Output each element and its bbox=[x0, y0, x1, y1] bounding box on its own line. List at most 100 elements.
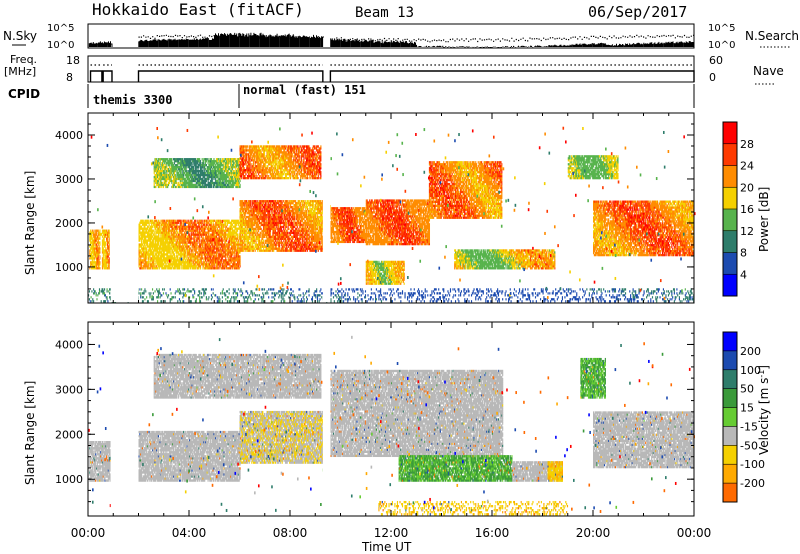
power-cell bbox=[199, 235, 201, 238]
power-cell bbox=[285, 225, 287, 229]
power-cell bbox=[163, 253, 165, 256]
power-cell bbox=[204, 243, 207, 246]
power-cell bbox=[158, 249, 160, 252]
power-cell bbox=[167, 223, 169, 226]
power-cell bbox=[146, 263, 149, 266]
power-cell bbox=[253, 235, 255, 238]
power-cell bbox=[173, 221, 175, 224]
power-cell bbox=[166, 233, 168, 236]
power-cell bbox=[191, 255, 193, 258]
power-cell bbox=[96, 237, 98, 240]
power-cell bbox=[155, 265, 157, 268]
power-cell bbox=[185, 227, 187, 230]
power-cell bbox=[189, 227, 191, 230]
power-cell bbox=[194, 255, 196, 258]
power-cell bbox=[199, 261, 201, 264]
power-cell bbox=[183, 241, 186, 244]
power-cell bbox=[190, 241, 192, 244]
power-cell bbox=[301, 202, 303, 205]
power-cell bbox=[257, 231, 259, 235]
power-cell bbox=[194, 219, 197, 222]
power-cell bbox=[217, 267, 219, 270]
power-cell bbox=[177, 239, 179, 242]
power-cell bbox=[90, 231, 93, 234]
power-cell bbox=[160, 237, 162, 240]
power-cell bbox=[306, 243, 308, 246]
power-cell bbox=[170, 241, 172, 244]
power-cell bbox=[193, 257, 195, 260]
power-cell bbox=[204, 241, 207, 244]
power-cell bbox=[155, 249, 157, 252]
power-cell bbox=[276, 208, 278, 211]
cpid-mode-2: normal (fast) 151 bbox=[243, 83, 366, 97]
power-cell bbox=[210, 255, 213, 258]
power-cell bbox=[206, 227, 208, 230]
power-cell bbox=[183, 243, 186, 246]
power-cell bbox=[99, 251, 101, 254]
power-cell bbox=[265, 215, 267, 219]
power-cell bbox=[161, 255, 163, 258]
power-cell bbox=[204, 251, 206, 254]
power-cell bbox=[207, 225, 209, 228]
power-cell bbox=[167, 259, 170, 262]
power-cell bbox=[173, 257, 175, 260]
power-cell bbox=[284, 211, 287, 215]
power-cell bbox=[302, 208, 304, 211]
power-cell bbox=[207, 237, 209, 240]
power-cell bbox=[187, 221, 189, 224]
power-cell bbox=[286, 243, 288, 246]
power-cell bbox=[90, 257, 92, 260]
power-cell bbox=[205, 263, 207, 266]
power-cell bbox=[239, 259, 241, 262]
power-cell bbox=[183, 219, 186, 222]
power-cell bbox=[179, 263, 181, 266]
power-cell bbox=[316, 243, 319, 246]
power-cell bbox=[176, 241, 178, 244]
power-cell bbox=[193, 225, 195, 228]
power-cell bbox=[172, 227, 174, 230]
power-cell bbox=[139, 235, 141, 238]
power-cell bbox=[108, 239, 110, 242]
power-cell bbox=[94, 265, 96, 268]
power-cell bbox=[222, 227, 224, 230]
power-cell bbox=[174, 247, 176, 250]
power-cell bbox=[198, 221, 200, 224]
power-cell bbox=[292, 223, 294, 227]
power-cell bbox=[197, 245, 199, 248]
power-cell bbox=[193, 235, 195, 238]
power-cell bbox=[90, 261, 92, 264]
power-cell bbox=[172, 265, 174, 268]
power-cell bbox=[303, 247, 305, 250]
power-cell bbox=[281, 229, 283, 233]
power-cell bbox=[142, 249, 144, 252]
power-cell bbox=[202, 223, 204, 226]
power-cell bbox=[159, 243, 161, 246]
power-cell bbox=[169, 229, 171, 232]
power-cell bbox=[106, 231, 108, 234]
power-cell bbox=[151, 225, 153, 228]
power-cell bbox=[155, 233, 157, 236]
power-cell bbox=[176, 265, 178, 268]
power-cell bbox=[231, 249, 234, 252]
power-cell bbox=[188, 239, 190, 242]
power-cell bbox=[193, 229, 195, 232]
power-cell bbox=[208, 223, 210, 226]
power-cell bbox=[152, 221, 154, 224]
power-cell bbox=[193, 227, 195, 230]
power-cell bbox=[177, 255, 179, 258]
power-cell bbox=[276, 211, 278, 215]
power-cell bbox=[164, 237, 166, 240]
power-cell bbox=[90, 253, 92, 256]
power-cell bbox=[173, 229, 175, 232]
power-cell bbox=[215, 225, 218, 228]
power-cell bbox=[167, 237, 169, 240]
power-cell bbox=[191, 221, 193, 224]
power-cell bbox=[147, 251, 149, 254]
power-cell bbox=[145, 239, 147, 242]
power-cell bbox=[107, 265, 109, 268]
power-cell bbox=[183, 239, 186, 242]
power-cell bbox=[178, 251, 180, 254]
power-cell bbox=[150, 243, 152, 246]
power-cell bbox=[167, 241, 170, 244]
power-cell bbox=[161, 257, 163, 260]
